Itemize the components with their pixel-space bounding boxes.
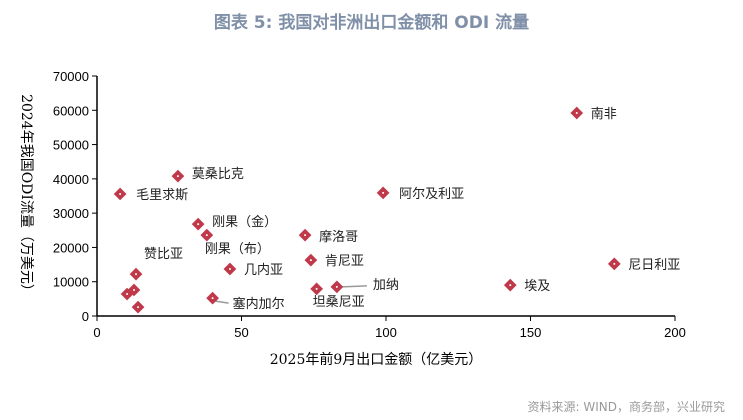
x-tick-label: 150: [520, 325, 542, 340]
data-point-center: [509, 284, 512, 287]
point-label: 埃及: [524, 279, 550, 294]
y-axis-label: 2024年我国ODI流量（万美元）: [18, 94, 34, 298]
data-point-center: [335, 285, 338, 288]
point-label: 毛里求斯: [136, 188, 188, 203]
x-tick-label: 50: [234, 325, 248, 340]
x-tick-label: 0: [93, 325, 100, 340]
data-point-center: [126, 293, 129, 296]
point-label: 刚果（布）: [205, 242, 270, 257]
point-label: 肯尼亚: [325, 254, 364, 269]
point-label: 南非: [591, 106, 617, 122]
point-label: 摩洛哥: [319, 229, 358, 245]
data-point-center: [228, 268, 231, 271]
point-label: 阿尔及利亚: [399, 187, 464, 202]
x-axis-label: 2025年前9月出口金额（亿美元）: [270, 351, 483, 368]
y-tick-label: 20000: [53, 240, 89, 255]
y-tick-label: 30000: [53, 206, 89, 221]
data-point-center: [211, 297, 214, 300]
data-point-center: [132, 288, 135, 291]
data-point-center: [197, 223, 200, 226]
y-tick-label: 60000: [53, 103, 89, 118]
y-tick-label: 70000: [53, 69, 89, 84]
y-tick-label: 10000: [53, 275, 89, 290]
chart-title: 图表 5: 我国对非洲出口金额和 ODI 流量: [213, 13, 530, 33]
leader-line: [341, 285, 367, 288]
source-note: 资料来源: WIND，商务部，兴业研究: [527, 400, 725, 414]
data-point-center: [613, 262, 616, 265]
data-point-center: [205, 234, 208, 237]
data-point-center: [176, 175, 179, 178]
data-point-center: [315, 287, 318, 290]
scatter-chart: 0 50 100 150 200 0 10000 20000 30000 40000 50000 60…: [18, 69, 686, 368]
point-label: 坦桑尼亚: [313, 295, 365, 310]
point-label: 加纳: [373, 278, 399, 293]
point-label: 尼日利亚: [628, 258, 680, 273]
data-point-center: [119, 192, 122, 195]
point-label: 塞内加尔: [233, 296, 285, 312]
data-point-center: [382, 191, 385, 194]
y-tick-label: 50000: [53, 138, 89, 153]
data-point-center: [304, 234, 307, 237]
data-point-center: [137, 306, 140, 309]
point-label: 莫桑比克: [192, 167, 244, 182]
leader-line: [215, 300, 229, 304]
y-tick-label: 40000: [53, 172, 89, 187]
data-point-center: [575, 112, 578, 115]
data-point-center: [309, 259, 312, 262]
point-label: 几内亚: [244, 262, 283, 278]
x-tick-label: 100: [375, 325, 397, 340]
y-tick-label: 0: [82, 309, 89, 324]
point-label: 刚果（金）: [212, 214, 277, 230]
x-tick-label: 200: [664, 325, 686, 340]
data-point-center: [135, 273, 138, 276]
point-label: 赞比亚: [144, 247, 183, 262]
